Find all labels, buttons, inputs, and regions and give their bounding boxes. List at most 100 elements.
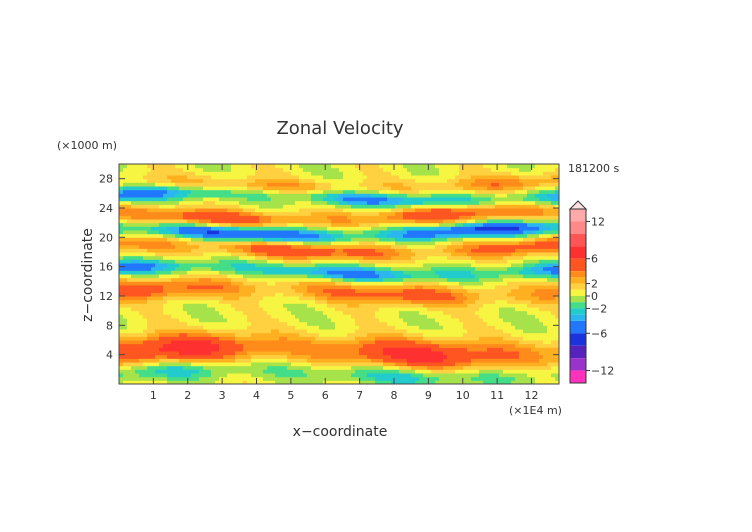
heatmap-cell: [227, 186, 232, 191]
heatmap-cell: [187, 329, 192, 334]
heatmap-cell: [427, 274, 432, 279]
heatmap-cell: [283, 244, 288, 249]
heatmap-cell: [347, 340, 352, 345]
heatmap-cell: [387, 266, 392, 271]
heatmap-cell: [123, 248, 128, 253]
heatmap-cell: [391, 354, 396, 359]
heatmap-cell: [359, 182, 364, 187]
heatmap-cell: [223, 277, 228, 282]
heatmap-cell: [447, 252, 452, 257]
heatmap-cell: [131, 182, 136, 187]
heatmap-cell: [383, 263, 388, 268]
heatmap-cell: [171, 186, 176, 191]
heatmap-cell: [319, 219, 324, 224]
heatmap-cell: [263, 380, 268, 385]
heatmap-cell: [143, 329, 148, 334]
heatmap-cell: [211, 292, 216, 297]
heatmap-cell: [119, 274, 124, 279]
heatmap-cell: [315, 197, 320, 202]
heatmap-cell: [387, 197, 392, 202]
heatmap-cell: [211, 171, 216, 176]
heatmap-cell: [155, 211, 160, 216]
heatmap-cell: [407, 197, 412, 202]
heatmap-cell: [395, 215, 400, 220]
heatmap-cell: [383, 296, 388, 301]
heatmap-cell: [375, 266, 380, 271]
heatmap-cell: [387, 307, 392, 312]
heatmap-cell: [231, 241, 236, 246]
heatmap-cell: [343, 219, 348, 224]
heatmap-cell: [407, 376, 412, 381]
heatmap-cell: [307, 175, 312, 180]
heatmap-cell: [347, 314, 352, 319]
heatmap-cell: [227, 288, 232, 293]
heatmap-cell: [167, 241, 172, 246]
heatmap-cell: [279, 266, 284, 271]
heatmap-cell: [171, 343, 176, 348]
heatmap-cell: [131, 281, 136, 286]
heatmap-cell: [411, 270, 416, 275]
heatmap-cell: [175, 373, 180, 378]
heatmap-cell: [339, 197, 344, 202]
heatmap-cell: [143, 376, 148, 381]
heatmap-cell: [243, 208, 248, 213]
heatmap-cell: [163, 303, 168, 308]
heatmap-cell: [191, 343, 196, 348]
heatmap-cell: [139, 365, 144, 370]
heatmap-cell: [147, 343, 152, 348]
heatmap-cell: [347, 347, 352, 352]
heatmap-cell: [187, 219, 192, 224]
heatmap-cell: [199, 178, 204, 183]
heatmap-cell: [387, 362, 392, 367]
heatmap-cell: [359, 354, 364, 359]
heatmap-cell: [119, 259, 124, 264]
heatmap-cell: [235, 299, 240, 304]
heatmap-cell: [219, 178, 224, 183]
heatmap-cell: [167, 248, 172, 253]
heatmap-cell: [167, 380, 172, 385]
heatmap-cell: [431, 288, 436, 293]
heatmap-cell: [227, 241, 232, 246]
heatmap-cell: [163, 325, 168, 330]
heatmap-cell: [207, 252, 212, 257]
heatmap-cell: [379, 193, 384, 198]
heatmap-cell: [291, 197, 296, 202]
heatmap-cell: [271, 255, 276, 260]
heatmap-cell: [287, 281, 292, 286]
heatmap-cell: [419, 362, 424, 367]
heatmap-cell: [263, 266, 268, 271]
heatmap-cell: [379, 255, 384, 260]
heatmap-cell: [375, 175, 380, 180]
heatmap-cell: [251, 241, 256, 246]
heatmap-cell: [383, 340, 388, 345]
heatmap-cell: [203, 321, 208, 326]
heatmap-cell: [151, 226, 156, 231]
heatmap-cell: [127, 259, 132, 264]
heatmap-cell: [159, 233, 164, 238]
heatmap-cell: [347, 351, 352, 356]
heatmap-cell: [315, 189, 320, 194]
heatmap-cell: [251, 204, 256, 209]
heatmap-cell: [235, 204, 240, 209]
heatmap-cell: [271, 303, 276, 308]
heatmap-cell: [291, 340, 296, 345]
heatmap-cell: [279, 347, 284, 352]
heatmap-cell: [279, 215, 284, 220]
heatmap-cell: [423, 208, 428, 213]
heatmap-cell: [275, 321, 280, 326]
heatmap-cell: [419, 164, 424, 169]
heatmap-cell: [139, 222, 144, 227]
heatmap-cell: [427, 237, 432, 242]
heatmap-cell: [315, 244, 320, 249]
heatmap-cell: [231, 208, 236, 213]
heatmap-cell: [147, 186, 152, 191]
heatmap-cell: [155, 167, 160, 172]
heatmap-cell: [247, 255, 252, 260]
heatmap-cell: [171, 164, 176, 169]
heatmap-cell: [247, 314, 252, 319]
heatmap-cell: [283, 362, 288, 367]
heatmap-cell: [131, 329, 136, 334]
heatmap-cell: [391, 252, 396, 257]
heatmap-cell: [303, 307, 308, 312]
heatmap-cell: [319, 358, 324, 363]
